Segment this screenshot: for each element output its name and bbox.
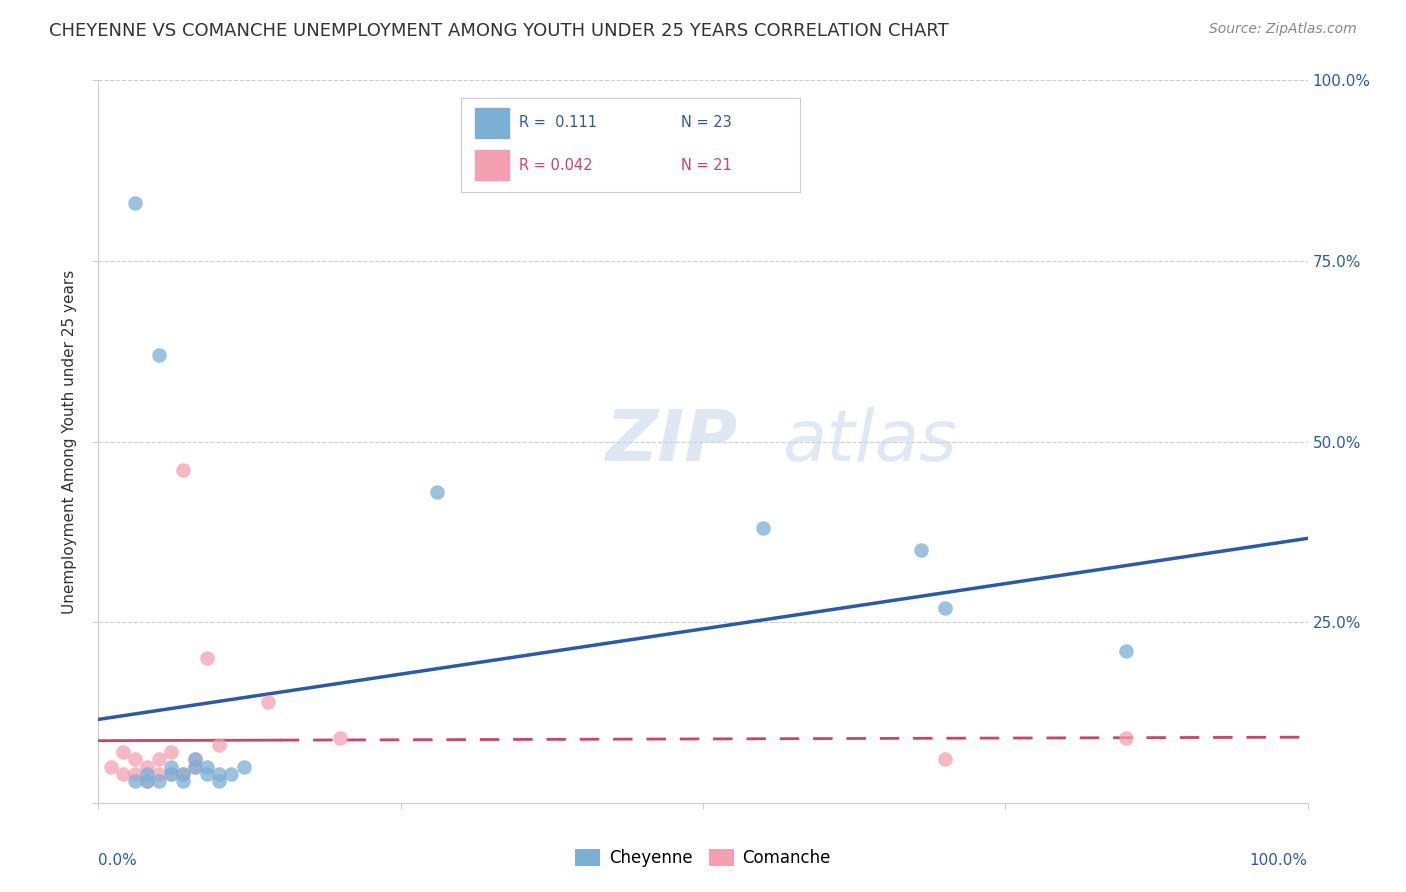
Point: [1115, 731, 1137, 745]
Text: atlas: atlas: [782, 407, 956, 476]
Point: [184, 760, 207, 774]
Point: [172, 767, 194, 781]
Point: [148, 752, 170, 766]
Point: [934, 752, 956, 766]
Point: [124, 196, 146, 211]
Point: [329, 731, 352, 745]
Point: [124, 774, 146, 789]
Point: [160, 745, 183, 759]
Legend: Cheyenne, Comanche: Cheyenne, Comanche: [568, 842, 838, 874]
Point: [934, 600, 956, 615]
Text: 0.0%: 0.0%: [98, 854, 138, 869]
Point: [752, 521, 775, 535]
Point: [208, 774, 231, 789]
Point: [160, 760, 183, 774]
Point: [184, 760, 207, 774]
Y-axis label: Unemployment Among Youth under 25 years: Unemployment Among Youth under 25 years: [62, 269, 77, 614]
Point: [232, 760, 254, 774]
Point: [195, 760, 218, 774]
Point: [221, 767, 243, 781]
Point: [135, 760, 157, 774]
Point: [124, 752, 146, 766]
Point: [256, 695, 278, 709]
Point: [160, 767, 183, 781]
Point: [135, 774, 157, 789]
Point: [184, 752, 207, 766]
Point: [135, 767, 157, 781]
Text: 100.0%: 100.0%: [1250, 854, 1308, 869]
Point: [208, 738, 231, 752]
Text: CHEYENNE VS COMANCHE UNEMPLOYMENT AMONG YOUTH UNDER 25 YEARS CORRELATION CHART: CHEYENNE VS COMANCHE UNEMPLOYMENT AMONG …: [49, 22, 949, 40]
Point: [111, 745, 134, 759]
Point: [172, 774, 194, 789]
Text: ZIP: ZIP: [606, 407, 738, 476]
Point: [111, 767, 134, 781]
Point: [148, 767, 170, 781]
Point: [195, 651, 218, 665]
Point: [1115, 644, 1137, 658]
Point: [172, 767, 194, 781]
Point: [148, 348, 170, 362]
Point: [208, 767, 231, 781]
Point: [910, 542, 932, 557]
Point: [184, 752, 207, 766]
Text: Source: ZipAtlas.com: Source: ZipAtlas.com: [1209, 22, 1357, 37]
Point: [135, 774, 157, 789]
Point: [124, 767, 146, 781]
Point: [426, 485, 449, 500]
Point: [160, 767, 183, 781]
Point: [172, 463, 194, 477]
Point: [148, 774, 170, 789]
Point: [195, 767, 218, 781]
Point: [100, 760, 122, 774]
